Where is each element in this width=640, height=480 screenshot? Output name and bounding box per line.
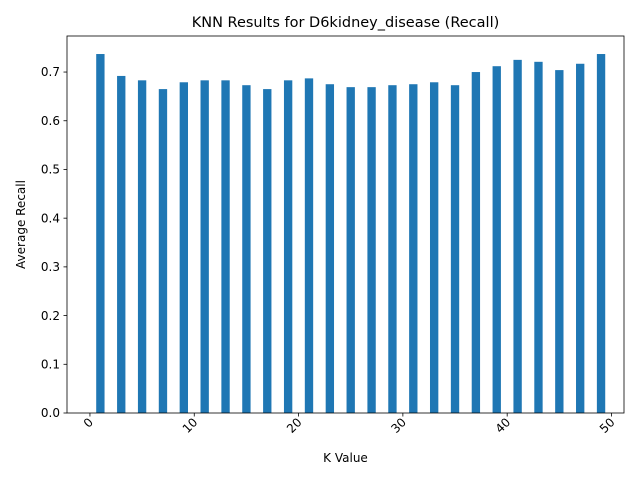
y-tick-label: 0.6	[41, 114, 60, 128]
bar-k-13	[221, 80, 230, 414]
bar-k-47	[576, 63, 585, 414]
bar-k-5	[137, 80, 147, 414]
bar-k-7	[158, 89, 168, 413]
bar-k-9	[179, 82, 188, 413]
y-tick-label: 0.4	[41, 211, 60, 225]
bar-k-15	[242, 85, 251, 413]
bar-k-49	[596, 54, 606, 413]
y-tick-label: 0.7	[41, 65, 60, 79]
bar-k-3	[117, 75, 126, 414]
bar-k-21	[304, 78, 314, 413]
bar-k-11	[200, 80, 209, 414]
plot-frame	[66, 35, 625, 414]
y-tick-label: 0.3	[41, 260, 60, 274]
bar-k-33	[429, 82, 439, 413]
bar-k-27	[367, 87, 376, 414]
bar-k-43	[534, 61, 543, 413]
bar-k-37	[471, 72, 481, 413]
bar-k-39	[492, 66, 501, 413]
y-tick-label: 0.5	[41, 163, 60, 177]
bar-k-29	[388, 85, 397, 413]
bar-k-31	[409, 84, 418, 413]
x-axis-label: K Value	[323, 451, 368, 465]
y-tick-label: 0.1	[41, 357, 60, 371]
bar-k-19	[283, 80, 293, 414]
bar-k-41	[513, 59, 522, 414]
y-tick-label: 0.2	[41, 309, 60, 323]
y-axis-ticks: 0.0 0.1 0.2 0.3 0.4 0.5 0.6 0.7	[41, 65, 67, 420]
chart-title: KNN Results for D6kidney_disease (Recall…	[192, 15, 500, 31]
bar-k-45	[555, 70, 564, 413]
bar-k-1	[96, 54, 105, 413]
bars-group	[96, 54, 606, 414]
y-axis-label: Average Recall	[14, 180, 28, 269]
bar-k-17	[263, 89, 272, 413]
bar-k-25	[346, 87, 355, 414]
y-tick-label: 0.0	[41, 406, 60, 420]
bar-k-35	[450, 85, 460, 413]
bar-k-23	[325, 84, 335, 413]
